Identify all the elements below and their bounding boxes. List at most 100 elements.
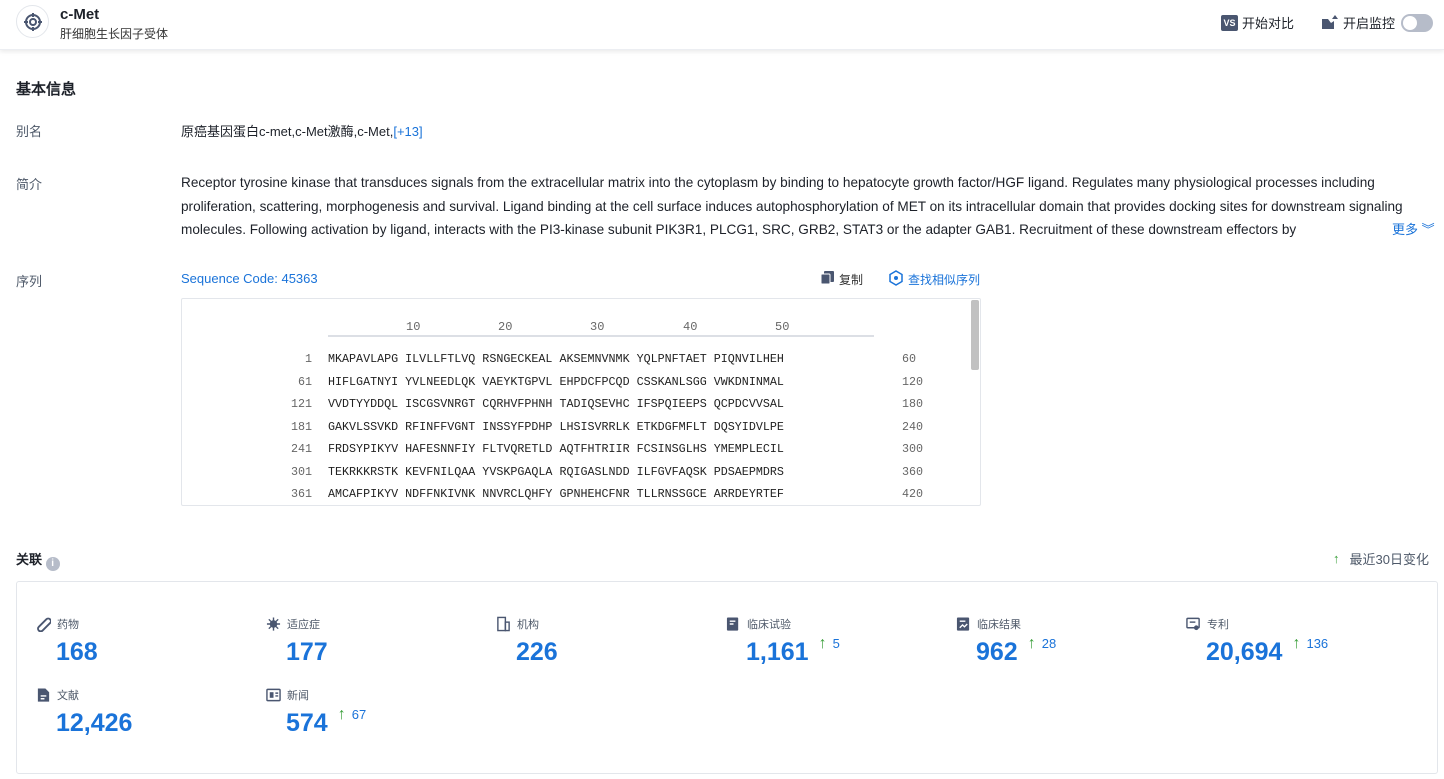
compare-button[interactable]: VS 开始对比 <box>1221 13 1294 32</box>
row-start: 61 <box>297 374 312 389</box>
sequence-row: 1 MKAPAVLAPG ILVLLFTLVQ RSNGECKEAL AKSEMN… <box>182 352 962 372</box>
row-start: 301 <box>290 464 312 479</box>
stat-label: 新闻 <box>287 690 309 702</box>
stat-label: 临床结果 <box>977 619 1021 631</box>
find-similar-label: 查找相似序列 <box>908 273 981 287</box>
arrow-up-icon: ↑ <box>337 706 346 723</box>
row-start: 1 <box>304 352 312 366</box>
row-end: 240 <box>902 419 924 434</box>
stat-label: 适应症 <box>287 619 320 631</box>
chevron-double-down-icon: ︾ <box>1421 222 1435 237</box>
sequence-row: 121 VVDTYYDDQL ISCGSVNRGT CQRHVFPHNH TADI… <box>182 397 962 417</box>
sequence-row: 361 AMCAFPIKYV NDFFNKIVNK NNVRCLQHFY GPNH… <box>182 487 962 505</box>
info-icon[interactable]: i <box>45 557 60 571</box>
row-start: 121 <box>290 397 312 411</box>
hexagon-search-icon <box>888 270 904 289</box>
virus-icon <box>266 617 281 631</box>
find-similar-button[interactable]: 查找相似序列 <box>888 270 980 289</box>
row-end: 420 <box>902 487 924 501</box>
stat-building[interactable]: 机构 226 <box>496 616 726 667</box>
page-title: c-Met <box>60 6 100 23</box>
stat-value[interactable]: 168 <box>56 638 98 666</box>
document-icon <box>37 688 50 702</box>
sequence-code-link[interactable]: Sequence Code: 45363 <box>181 271 318 286</box>
ruler-tick: 40 <box>683 320 698 334</box>
stat-label: 临床试验 <box>747 619 791 631</box>
row-sequence: MKAPAVLAPG ILVLLFTLVQ RSNGECKEAL AKSEMNV… <box>328 352 784 366</box>
row-start: 241 <box>290 442 312 456</box>
row-start: 361 <box>290 487 312 501</box>
stat-label: 药物 <box>57 619 79 631</box>
row-end: 360 <box>902 464 924 479</box>
row-end: 120 <box>902 374 924 389</box>
monitor-icon <box>1322 14 1339 32</box>
news-icon <box>266 688 281 702</box>
clinical-result-icon <box>956 617 970 631</box>
alias-label: 别名 <box>16 124 43 139</box>
stat-value[interactable]: 226 <box>516 638 558 666</box>
arrow-up-icon: ↑ <box>1027 635 1036 652</box>
compare-label: 开始对比 <box>1242 16 1295 31</box>
stat-news[interactable]: 新闻 574 ↑ 67 <box>266 687 496 738</box>
stat-clinical-trial[interactable]: 临床试验 1,161 ↑ 5 <box>726 616 956 667</box>
intro-label: 简介 <box>16 177 43 192</box>
target-icon <box>16 5 49 38</box>
scrollbar[interactable] <box>971 300 979 370</box>
change-label: 最近30日变化 <box>1349 552 1429 567</box>
stat-delta: 136 <box>1306 636 1329 651</box>
row-sequence: TEKRKKRSTK KEVFNILQAA YVSKPGAQLA RQIGASL… <box>328 464 784 479</box>
row-end: 180 <box>902 397 924 411</box>
stat-label: 文献 <box>57 690 79 702</box>
stat-value[interactable]: 177 <box>286 638 328 666</box>
stat-virus[interactable]: 适应症 177 <box>266 616 496 667</box>
intro-text: Receptor tyrosine kinase that transduces… <box>181 175 1403 237</box>
stat-delta: 5 <box>832 636 840 651</box>
sequence-row: 241 FRDSYPIKYV HAFESNNFIY FLTVQRETLD AQTF… <box>182 442 962 462</box>
stat-clinical-result[interactable]: 临床结果 962 ↑ 28 <box>956 616 1186 667</box>
stat-value[interactable]: 20,694 <box>1206 638 1283 666</box>
stat-label: 专利 <box>1207 619 1229 631</box>
row-sequence: FRDSYPIKYV HAFESNNFIY FLTVQRETLD AQTFHTR… <box>328 442 784 456</box>
monitor-toggle[interactable] <box>1401 13 1434 32</box>
row-start: 181 <box>290 419 312 434</box>
stat-delta: 28 <box>1041 636 1057 651</box>
sequence-row: 301 TEKRKKRSTK KEVFNILQAA YVSKPGAQLA RQIG… <box>182 465 962 485</box>
row-sequence: HIFLGATNYI YVLNEEDLQK VAEYKTGPVL EHPDCFP… <box>328 374 784 389</box>
ruler-tick: 30 <box>590 320 605 334</box>
related-title: 关联 i <box>16 549 60 571</box>
building-icon <box>497 616 510 632</box>
patent-icon <box>1186 617 1200 631</box>
basic-info-title: 基本信息 <box>16 81 77 98</box>
alias-value: 原癌基因蛋白c-met,c-Met激酶,c-Met,[+13] <box>181 121 423 140</box>
alias-more-link[interactable]: [+13] <box>393 124 423 139</box>
row-sequence: GAKVLSSVKD RFINFFVGNT INSSYFPDHP LHSISVR… <box>328 419 784 434</box>
related-stats-card: 药物 168 适应症 177 机构 226 临床试验 1,161 ↑ 5 临床结果 962 ↑ 28 专利 2… <box>16 581 1438 774</box>
stat-value[interactable]: 1,161 <box>746 638 809 666</box>
header: c-Met 肝细胞生长因子受体 VS 开始对比 开启监控 <box>0 0 1444 50</box>
stat-pill[interactable]: 药物 168 <box>36 616 266 667</box>
stat-patent[interactable]: 专利 20,694 ↑ 136 <box>1186 616 1416 667</box>
stat-delta: 67 <box>351 707 367 722</box>
ruler-tick: 50 <box>775 320 790 334</box>
ruler-line <box>328 333 874 337</box>
stat-value[interactable]: 12,426 <box>56 709 133 737</box>
page-subtitle: 肝细胞生长因子受体 <box>60 27 169 41</box>
intro-more-button[interactable]: 更多 ︾ <box>1388 219 1435 238</box>
related-title-text: 关联 <box>16 552 43 567</box>
row-end: 60 <box>902 352 917 366</box>
row-sequence: AMCAFPIKYV NDFFNKIVNK NNVRCLQHFY GPNHEHC… <box>328 487 784 501</box>
pill-icon <box>37 617 51 632</box>
copy-label: 复制 <box>839 272 864 287</box>
change-legend: ↑ 最近30日变化 <box>1333 549 1429 568</box>
copy-button[interactable]: 复制 <box>820 270 863 288</box>
stat-value[interactable]: 574 <box>286 709 328 737</box>
copy-icon <box>820 270 835 288</box>
alias-text: 原癌基因蛋白c-met,c-Met激酶,c-Met, <box>181 124 394 139</box>
ruler-tick: 20 <box>498 320 513 334</box>
stat-document[interactable]: 文献 12,426 <box>36 687 266 738</box>
sequence-row: 61 HIFLGATNYI YVLNEEDLQK VAEYKTGPVL EHPDC… <box>182 375 962 395</box>
arrow-up-icon: ↑ <box>1292 635 1301 652</box>
stat-value[interactable]: 962 <box>976 638 1018 666</box>
monitor-button[interactable]: 开启监控 <box>1322 13 1434 32</box>
arrow-up-icon: ↑ <box>818 635 827 652</box>
